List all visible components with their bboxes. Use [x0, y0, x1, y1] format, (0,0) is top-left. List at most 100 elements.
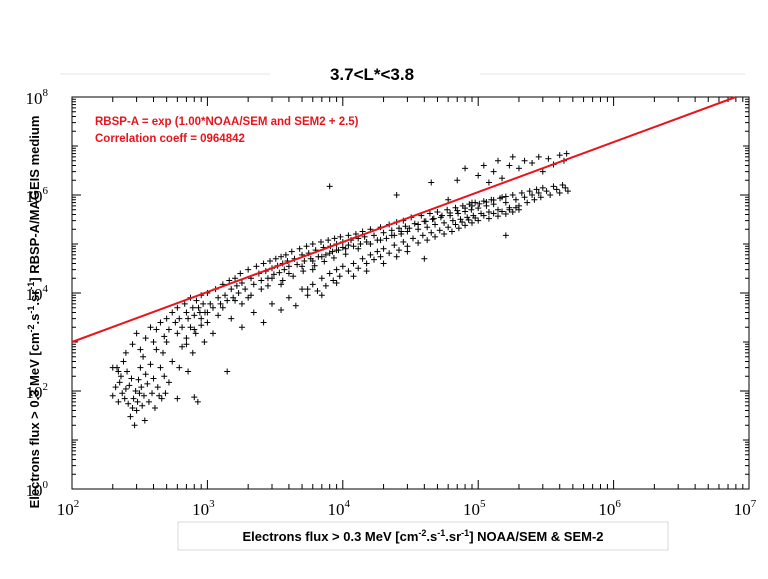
data-point: [499, 208, 506, 215]
data-point: [169, 358, 176, 365]
data-point: [237, 270, 244, 277]
data-point: [201, 339, 208, 345]
data-point: [428, 229, 435, 236]
data-point: [183, 335, 190, 342]
data-point: [303, 243, 310, 250]
data-point: [350, 260, 357, 267]
data-point: [494, 213, 501, 220]
data-point: [285, 263, 292, 270]
data-point: [176, 364, 183, 371]
data-point: [179, 324, 186, 331]
data-point: [115, 368, 122, 375]
data-point: [371, 232, 378, 239]
data-point: [502, 193, 509, 200]
data-point: [367, 251, 374, 258]
data-point: [242, 286, 249, 293]
data-point: [232, 297, 239, 304]
data-point: [438, 212, 445, 219]
data-point: [258, 277, 265, 284]
data-points: [109, 150, 571, 429]
data-point: [454, 177, 461, 184]
y-axis-label-text-3: .sr: [27, 290, 42, 306]
data-point: [163, 339, 170, 345]
data-point: [355, 245, 362, 252]
data-point: [131, 422, 138, 429]
data-point: [455, 210, 462, 217]
data-point: [165, 379, 172, 386]
data-point: [550, 183, 557, 190]
data-point: [128, 375, 135, 382]
data-point: [350, 273, 357, 280]
data-point: [137, 364, 144, 371]
data-point: [333, 266, 340, 273]
y-tick-exp: 8: [43, 87, 49, 99]
y-tick-exp: 4: [43, 283, 49, 295]
x-axis-label-sup-2: -1: [437, 528, 445, 538]
data-point: [300, 268, 307, 275]
data-point: [140, 392, 147, 399]
data-point: [142, 335, 149, 342]
x-tick-label: 103: [192, 498, 215, 519]
data-point: [402, 223, 409, 230]
y-axis-label-sup-2: -1: [26, 306, 36, 314]
data-point: [535, 189, 542, 196]
data-point: [342, 251, 349, 258]
data-point: [269, 300, 276, 307]
data-point: [144, 380, 151, 387]
data-point: [121, 395, 128, 402]
data-point: [363, 238, 370, 245]
y-axis-label-text-2: .s: [27, 314, 42, 325]
data-point: [296, 245, 303, 252]
x-tick-exp: 3: [209, 498, 215, 510]
data-point: [553, 186, 560, 193]
data-point: [285, 294, 292, 301]
data-point: [158, 395, 165, 402]
data-point: [215, 294, 222, 301]
x-tick-exp: 2: [74, 498, 80, 510]
data-point: [395, 247, 402, 254]
data-point: [228, 286, 235, 293]
y-tick-label: 104: [26, 283, 49, 304]
data-point: [415, 239, 422, 246]
data-point: [226, 277, 233, 284]
data-point: [524, 199, 531, 206]
data-point: [559, 181, 566, 188]
data-point: [432, 221, 439, 228]
data-point: [359, 228, 366, 235]
data-point: [543, 188, 550, 195]
data-point: [185, 368, 192, 375]
data-point: [345, 268, 352, 275]
data-point: [196, 309, 203, 316]
data-point: [136, 390, 143, 397]
data-point: [154, 384, 161, 391]
data-point: [521, 194, 528, 201]
x-tick-label: 102: [57, 498, 80, 519]
data-point: [537, 194, 544, 201]
data-point: [119, 390, 126, 397]
data-point: [531, 196, 538, 203]
data-point: [124, 368, 131, 375]
data-point: [518, 189, 525, 196]
data-point: [288, 248, 295, 255]
x-axis-label: Electrons flux > 0.3 MeV [cm-2.s-1.sr-1]…: [242, 528, 603, 544]
data-point: [204, 319, 211, 326]
data-point: [165, 326, 172, 333]
data-point: [174, 304, 181, 311]
data-point: [406, 225, 413, 232]
x-tick-base: 10: [57, 500, 74, 519]
data-point: [181, 300, 188, 307]
data-point: [441, 230, 448, 237]
data-point: [200, 300, 207, 307]
data-point: [395, 225, 402, 232]
data-point: [490, 168, 497, 175]
data-point: [398, 228, 405, 235]
data-point: [311, 262, 318, 269]
data-point: [290, 273, 297, 280]
data-point: [215, 312, 222, 319]
data-point: [383, 235, 390, 242]
data-point: [562, 184, 569, 191]
data-point: [512, 196, 519, 203]
data-point: [404, 248, 411, 255]
data-point: [109, 392, 116, 399]
data-point: [147, 324, 154, 331]
